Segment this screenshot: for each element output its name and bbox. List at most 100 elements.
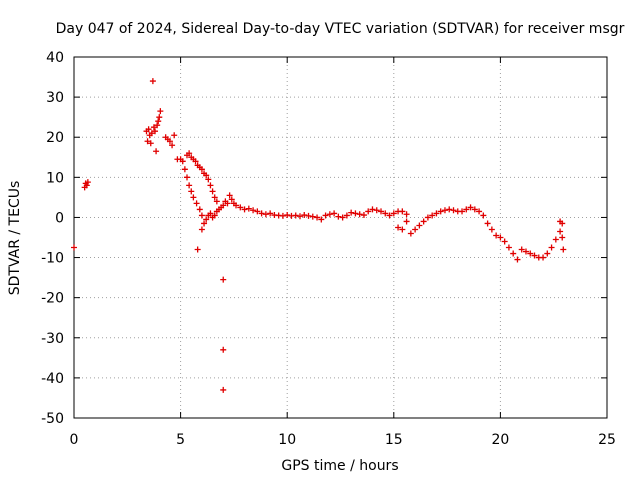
data-point (360, 212, 367, 219)
data-point (484, 220, 491, 227)
data-point (211, 194, 218, 201)
plot-frame (73, 56, 608, 419)
data-point (262, 211, 269, 218)
data-point (390, 210, 397, 217)
data-point (560, 246, 567, 253)
data-point (301, 212, 308, 219)
y-tick-label: -40 (41, 371, 64, 387)
data-point (147, 140, 154, 147)
data-point (450, 207, 457, 214)
y-tick-label: 0 (55, 210, 64, 226)
data-point (181, 166, 188, 173)
data-point (84, 179, 91, 186)
y-tick-label: 20 (46, 130, 64, 146)
data-point (226, 192, 233, 199)
data-point (305, 212, 312, 219)
data-point (399, 226, 406, 233)
data-point (531, 252, 538, 259)
data-point (292, 212, 299, 219)
data-point (220, 276, 227, 283)
data-point (198, 212, 205, 219)
data-point (250, 207, 257, 214)
data-point (352, 210, 359, 217)
data-point (153, 148, 160, 155)
data-point (407, 230, 414, 237)
data-point (190, 194, 197, 201)
y-tick-label: 40 (46, 50, 64, 66)
data-point (194, 246, 201, 253)
data-point (156, 114, 163, 121)
data-point (382, 210, 389, 217)
data-point (395, 224, 402, 231)
axis-ticks: 0 5 10 15 20 25 -50 -40 -30 -20 -10 0 10 20 30 40 (41, 50, 616, 448)
data-point (557, 218, 564, 225)
data-point (211, 212, 218, 219)
data-point (284, 212, 291, 219)
data-point (420, 218, 427, 225)
data-point (154, 122, 161, 129)
data-point (522, 248, 529, 255)
data-point (205, 176, 212, 183)
x-tick-label: 5 (176, 432, 185, 448)
data-point (152, 128, 159, 135)
y-axis-label: SDTVAR / TECUs (7, 181, 23, 296)
data-point (150, 124, 157, 131)
data-point (429, 212, 436, 219)
data-point (386, 212, 393, 219)
data-point (254, 208, 261, 215)
data-point (459, 208, 466, 215)
grid-lines (74, 57, 607, 418)
data-point (267, 210, 274, 217)
data-point (209, 188, 216, 195)
data-point (399, 208, 406, 215)
data-point (446, 206, 453, 213)
data-point (149, 78, 156, 85)
data-point (437, 208, 444, 215)
data-point (493, 232, 500, 239)
data-point (207, 182, 214, 189)
data-point (203, 216, 210, 223)
data-point (348, 209, 355, 216)
data-point (144, 138, 151, 145)
data-point (373, 207, 380, 214)
data-point (309, 213, 316, 220)
data-point (365, 208, 372, 215)
data-point (279, 212, 286, 219)
data-point (476, 208, 483, 215)
data-points (71, 78, 567, 393)
x-tick-label: 10 (278, 432, 296, 448)
data-point (157, 108, 164, 115)
data-point (155, 118, 162, 125)
data-point (237, 204, 244, 211)
data-point (559, 234, 566, 241)
data-point (201, 220, 208, 227)
data-point (403, 218, 410, 225)
data-point (166, 138, 173, 145)
data-point (169, 142, 176, 149)
data-point (540, 254, 547, 261)
data-point (527, 250, 534, 257)
data-point (186, 182, 193, 189)
data-point (339, 214, 346, 221)
data-point (424, 214, 431, 221)
y-tick-label: -10 (41, 251, 64, 267)
data-point (145, 126, 152, 133)
data-point (228, 196, 235, 203)
data-point (245, 205, 252, 212)
data-point (171, 132, 178, 139)
data-point (403, 211, 410, 218)
data-point (557, 228, 564, 235)
x-tick-label: 20 (491, 432, 509, 448)
data-point (480, 212, 487, 219)
x-tick-label: 15 (385, 432, 403, 448)
data-point (203, 172, 210, 179)
data-point (224, 200, 231, 207)
data-point (188, 188, 195, 195)
data-point (207, 210, 214, 217)
data-point (186, 150, 193, 157)
y-tick-label: -50 (41, 411, 64, 427)
data-point (198, 166, 205, 173)
data-point (501, 238, 508, 245)
data-point (416, 222, 423, 229)
data-point (471, 206, 478, 213)
